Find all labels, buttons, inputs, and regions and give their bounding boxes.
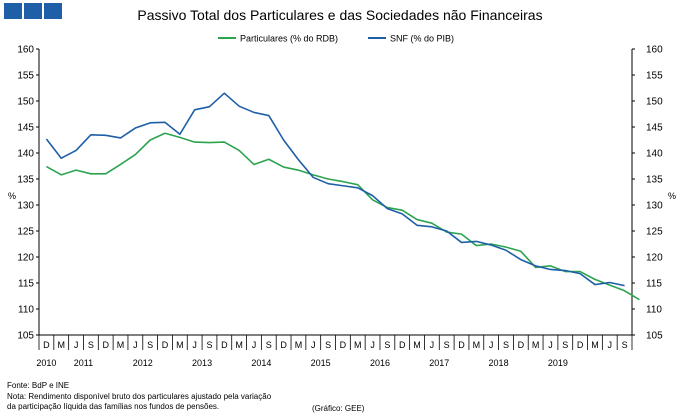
x-quarter-label: M bbox=[473, 340, 481, 350]
logo-block-3 bbox=[44, 3, 62, 19]
source-note: Fonte: BdP e INE bbox=[7, 381, 70, 390]
y-tick-label-left: 140 bbox=[17, 149, 34, 160]
x-quarter-label: S bbox=[384, 340, 390, 350]
x-year-label: 2014 bbox=[251, 358, 271, 368]
x-quarter-label: M bbox=[532, 340, 540, 350]
y-tick-label-right: 130 bbox=[646, 201, 663, 212]
y-tick-label-left: 150 bbox=[17, 97, 34, 108]
y-axis-right: 105 110 115 120 125 130 135 140 145 150 155 160% bbox=[632, 45, 676, 342]
note-line-2: da participação líquida das famílias nos… bbox=[7, 402, 220, 411]
chart-frame bbox=[38, 49, 633, 336]
y-tick-label-right: 110 bbox=[646, 305, 662, 316]
y-tick-label-left: 145 bbox=[17, 123, 34, 134]
x-quarter-label: J bbox=[252, 340, 257, 350]
x-quarter-label: S bbox=[325, 340, 331, 350]
x-quarter-label: D bbox=[577, 340, 584, 350]
y-tick-label-right: 140 bbox=[646, 149, 663, 160]
x-quarter-label: D bbox=[43, 340, 50, 350]
y-tick-label-right: 135 bbox=[646, 175, 663, 186]
x-quarter-label: M bbox=[235, 340, 243, 350]
y-tick-label-left: 155 bbox=[17, 71, 34, 82]
x-quarter-label: S bbox=[266, 340, 272, 350]
y-tick-label-right: 145 bbox=[646, 123, 663, 134]
y-tick-label-right: 115 bbox=[646, 279, 662, 290]
x-quarter-label: D bbox=[340, 340, 347, 350]
y-tick-label-right: 155 bbox=[646, 71, 663, 82]
y-tick-label-left: 125 bbox=[17, 227, 34, 238]
x-quarter-label: J bbox=[489, 340, 494, 350]
x-quarter-label: J bbox=[370, 340, 375, 350]
y-tick-label-left: 130 bbox=[17, 201, 34, 212]
x-quarter-label: M bbox=[117, 340, 125, 350]
x-quarter-label: M bbox=[354, 340, 362, 350]
x-quarter-label: S bbox=[503, 340, 509, 350]
y-axis-left: 105 110 115 120 125 130 135 140 145 150 155 160% bbox=[8, 45, 39, 342]
x-quarter-label: S bbox=[562, 340, 568, 350]
x-quarter-label: J bbox=[608, 340, 613, 350]
y-tick-label-right: 125 bbox=[646, 227, 663, 238]
x-year-label: 2019 bbox=[548, 358, 568, 368]
series-lines bbox=[45, 92, 640, 301]
legend-label: Particulares (% do RDB) bbox=[240, 34, 338, 44]
x-quarter-label: D bbox=[399, 340, 406, 350]
series-line-snf bbox=[45, 92, 625, 287]
x-quarter-label: J bbox=[133, 340, 138, 350]
note-line-1: Nota: Rendimento disponível bruto dos pa… bbox=[7, 392, 272, 401]
y-tick-label-right: 150 bbox=[646, 97, 663, 108]
x-quarter-label: D bbox=[162, 340, 169, 350]
x-year-label: 2017 bbox=[429, 358, 449, 368]
x-quarter-label: D bbox=[102, 340, 109, 350]
x-quarter-label: S bbox=[206, 340, 212, 350]
y-tick-label-left: 105 bbox=[17, 331, 34, 342]
x-year-label: 2012 bbox=[133, 358, 153, 368]
y-tick-label-right: 105 bbox=[646, 331, 663, 342]
x-year-label: 2011 bbox=[74, 358, 93, 368]
y-tick-label-left: 160 bbox=[17, 45, 34, 56]
x-quarter-label: J bbox=[311, 340, 316, 350]
chart-credit: (Gráfico: GEE) bbox=[312, 404, 365, 413]
y-tick-label-right: 160 bbox=[646, 45, 663, 56]
logo-block-2 bbox=[24, 3, 42, 19]
y-tick-label-right: 120 bbox=[646, 253, 663, 264]
x-quarter-label: M bbox=[591, 340, 599, 350]
logo-block-1 bbox=[4, 3, 22, 19]
x-quarter-label: M bbox=[295, 340, 303, 350]
y-tick-label-left: 110 bbox=[18, 305, 34, 316]
x-quarter-label: D bbox=[458, 340, 465, 350]
x-quarter-label: J bbox=[548, 340, 553, 350]
x-quarter-label: S bbox=[622, 340, 628, 350]
legend: Particulares (% do RDB) SNF (% do PIB) bbox=[218, 34, 454, 44]
x-quarter-label: J bbox=[74, 340, 79, 350]
x-quarter-label: J bbox=[192, 340, 197, 350]
y-tick-label-left: 120 bbox=[17, 253, 34, 264]
y-tick-label-left: 135 bbox=[17, 175, 34, 186]
x-quarter-label: M bbox=[176, 340, 184, 350]
x-quarter-label: D bbox=[518, 340, 525, 350]
x-year-label: 2015 bbox=[311, 358, 331, 368]
x-quarter-label: M bbox=[57, 340, 65, 350]
x-quarter-label: S bbox=[444, 340, 450, 350]
y-axis-label-right: % bbox=[668, 191, 676, 201]
chart-title: Passivo Total dos Particulares e das Soc… bbox=[137, 7, 543, 23]
x-quarter-label: D bbox=[221, 340, 228, 350]
x-quarter-label: J bbox=[430, 340, 435, 350]
y-tick-label-left: 115 bbox=[18, 279, 34, 290]
x-quarter-label: S bbox=[88, 340, 94, 350]
legend-label: SNF (% do PIB) bbox=[390, 34, 454, 44]
y-axis-label-left: % bbox=[8, 191, 16, 201]
x-quarter-label: D bbox=[280, 340, 287, 350]
x-year-label: 2013 bbox=[192, 358, 212, 368]
x-year-label: 2018 bbox=[489, 358, 509, 368]
x-quarter-label: M bbox=[413, 340, 421, 350]
x-quarter-label: S bbox=[147, 340, 153, 350]
x-year-label: 2016 bbox=[370, 358, 390, 368]
x-year-label: 2010 bbox=[36, 358, 56, 368]
series-line-particulares bbox=[46, 132, 640, 301]
